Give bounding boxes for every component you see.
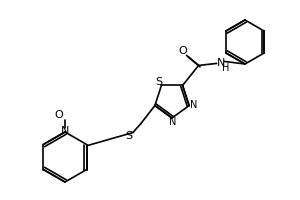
Text: N: N [61,126,69,136]
Text: H: H [222,63,229,73]
Text: N: N [216,58,225,68]
Text: N: N [190,100,198,110]
Text: O: O [55,110,63,120]
Text: S: S [125,131,132,141]
Text: O: O [178,46,187,56]
Text: S: S [155,77,162,87]
Text: N: N [169,117,177,127]
